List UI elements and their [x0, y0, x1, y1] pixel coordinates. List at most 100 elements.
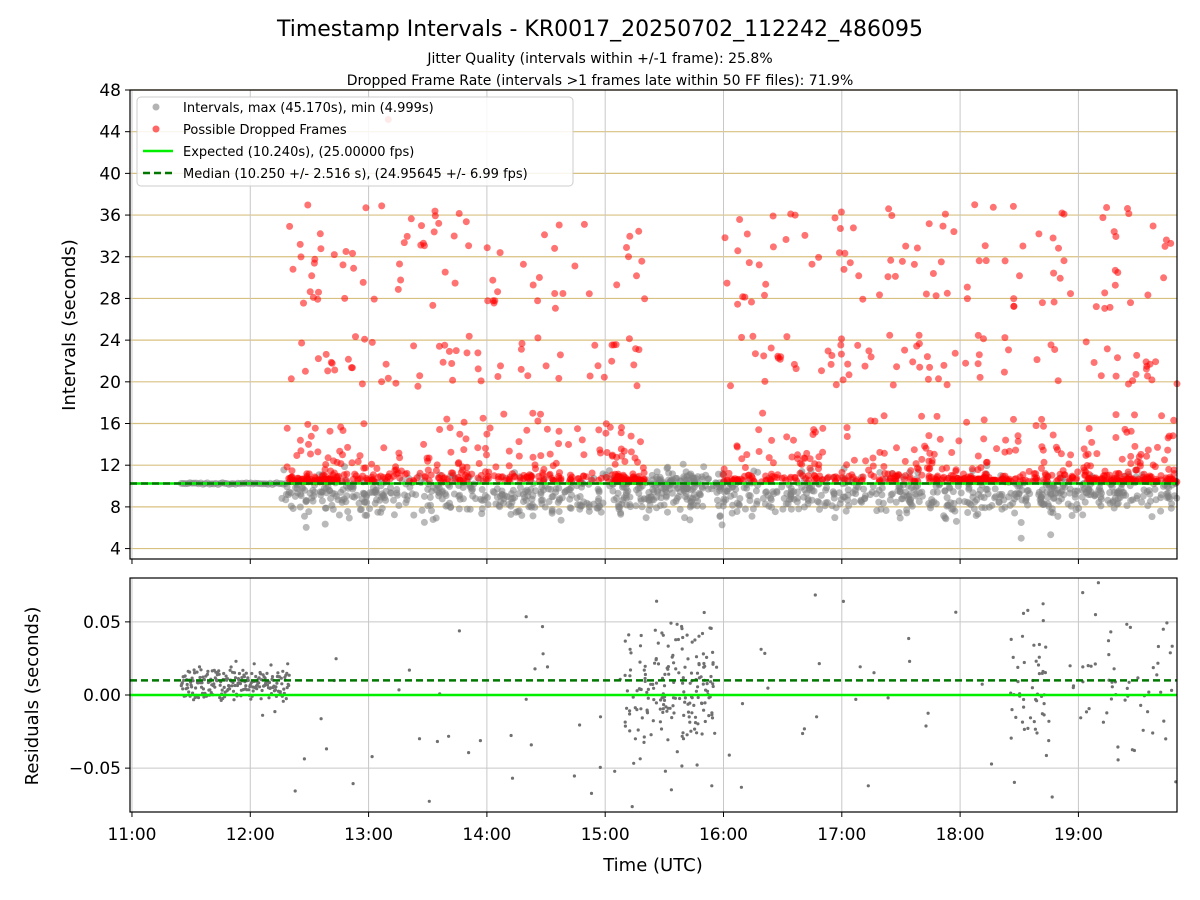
- residual-point: [672, 711, 676, 715]
- residual-point: [642, 735, 646, 739]
- dropped-frame-point: [574, 475, 582, 483]
- residual-point: [1036, 663, 1041, 667]
- residual-point: [190, 685, 194, 689]
- dropped-frame-point: [394, 285, 402, 293]
- residual-point: [702, 610, 706, 615]
- residual-point: [234, 659, 238, 663]
- interval-point: [967, 501, 975, 509]
- residual-point: [638, 757, 642, 761]
- residual-point: [1022, 660, 1026, 665]
- residual-point: [1139, 703, 1143, 708]
- dropped-frame-point: [403, 469, 411, 477]
- dropped-frame-point: [508, 470, 516, 478]
- residual-point: [208, 688, 212, 692]
- interval-point: [540, 486, 547, 494]
- dropped-frame-point: [915, 465, 923, 473]
- residual-point: [1109, 697, 1113, 701]
- dropped-frame-point: [1165, 465, 1173, 473]
- residual-point: [213, 685, 217, 689]
- interval-point: [908, 502, 916, 510]
- residual-point: [989, 762, 994, 766]
- interval-point: [531, 503, 539, 511]
- residual-point: [1068, 664, 1072, 668]
- dropped-frame-point: [1050, 298, 1058, 306]
- dropped-frame-point: [1005, 346, 1012, 354]
- dropped-frame-point: [909, 358, 917, 366]
- residual-point: [638, 660, 642, 664]
- dropped-frame-point: [1019, 242, 1027, 250]
- dropped-frame-point: [799, 472, 807, 480]
- interval-point: [344, 508, 352, 515]
- interval-point: [1123, 502, 1131, 510]
- dropped-frame-point: [738, 333, 746, 341]
- residual-point: [715, 665, 719, 669]
- dropped-frame-point: [1161, 456, 1168, 464]
- interval-point: [1114, 494, 1122, 502]
- interval-point: [898, 495, 905, 503]
- interval-point: [702, 471, 710, 479]
- dropped-frame-point: [293, 452, 301, 459]
- dropped-frame-point: [743, 451, 751, 459]
- dropped-frame-point: [1135, 453, 1143, 461]
- top-ytick-label: 48: [99, 81, 121, 101]
- dropped-frame-point: [559, 290, 567, 297]
- interval-point: [903, 506, 911, 514]
- dropped-frame-point: [907, 467, 915, 475]
- dropped-frame-point: [1170, 416, 1178, 424]
- interval-point: [521, 488, 529, 496]
- interval-point: [699, 502, 707, 510]
- dropped-frame-point: [1110, 228, 1118, 236]
- interval-point: [478, 510, 486, 518]
- dropped-frame-point: [637, 438, 644, 446]
- residual-point: [740, 702, 745, 706]
- residual-point: [675, 622, 679, 626]
- bottom-ytick-label: 0.00: [83, 686, 121, 706]
- dropped-frame-point: [1139, 473, 1147, 481]
- dropped-frame-point: [523, 426, 531, 434]
- residual-point: [1022, 697, 1026, 702]
- interval-point: [309, 497, 317, 505]
- interval-point: [754, 468, 762, 476]
- interval-point: [495, 502, 503, 509]
- dropped-frame-point: [1106, 303, 1114, 311]
- dropped-frame-point: [782, 236, 790, 243]
- top-ylabel: Intervals (seconds): [59, 239, 80, 411]
- residual-point: [257, 681, 261, 685]
- residual-point: [663, 672, 667, 677]
- dropped-frame-point: [947, 471, 955, 479]
- dropped-frame-point: [819, 424, 827, 432]
- interval-point: [696, 491, 704, 498]
- dropped-frame-point: [1129, 377, 1137, 385]
- residual-point: [665, 666, 669, 670]
- dropped-frame-point: [1009, 202, 1017, 210]
- residual-point: [217, 669, 221, 673]
- residual-point: [258, 685, 262, 689]
- interval-point: [614, 489, 622, 497]
- residual-point: [259, 672, 263, 676]
- dropped-frame-point: [1154, 443, 1161, 451]
- residual-point: [702, 665, 706, 669]
- dropped-frame-point: [451, 279, 459, 287]
- residual-point: [250, 671, 254, 676]
- legend: Intervals, max (45.170s), min (4.999s) P…: [136, 96, 574, 187]
- dropped-frame-point: [555, 440, 562, 448]
- interval-point: [459, 495, 467, 503]
- residual-point: [665, 709, 669, 713]
- dropped-frame-point: [384, 374, 392, 382]
- dropped-frame-point: [492, 463, 500, 471]
- dropped-frame-point: [818, 367, 825, 375]
- dropped-frame-point: [1060, 210, 1068, 218]
- residual-point: [631, 695, 635, 699]
- interval-point: [942, 515, 950, 523]
- interval-point: [1071, 487, 1079, 495]
- dropped-frame-point: [305, 440, 312, 448]
- dropped-frame-point: [1127, 452, 1135, 460]
- dropped-frame-point: [983, 458, 991, 466]
- interval-point: [557, 516, 565, 524]
- interval-point: [318, 488, 326, 496]
- residual-point: [1107, 653, 1111, 657]
- interval-point: [1110, 504, 1118, 512]
- interval-point: [778, 483, 786, 491]
- residual-point: [510, 776, 515, 780]
- dropped-frame-point: [937, 258, 945, 266]
